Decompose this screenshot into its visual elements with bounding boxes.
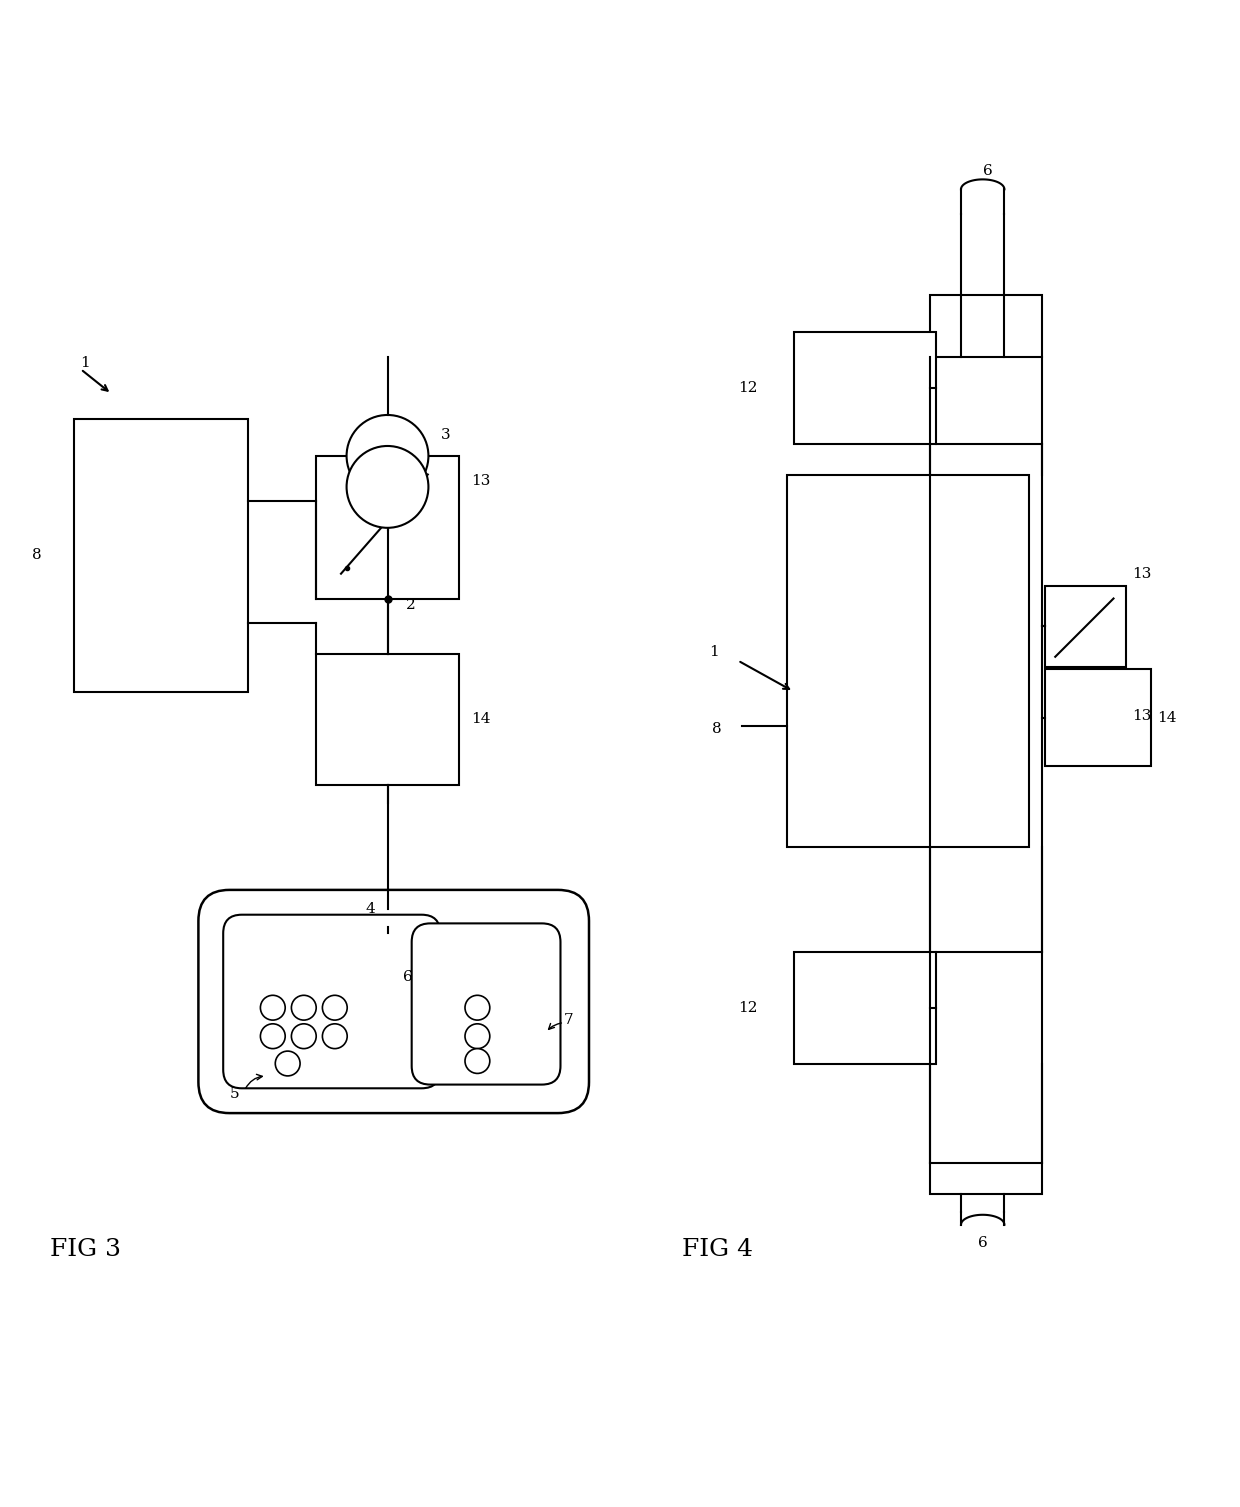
Circle shape bbox=[291, 1023, 316, 1049]
Text: 5: 5 bbox=[229, 1088, 239, 1102]
Circle shape bbox=[260, 1023, 285, 1049]
Text: 6: 6 bbox=[978, 1236, 988, 1251]
Text: 14: 14 bbox=[1157, 710, 1177, 725]
Text: 6: 6 bbox=[403, 969, 413, 984]
Text: 7: 7 bbox=[564, 1013, 574, 1028]
Text: 4: 4 bbox=[366, 901, 376, 915]
FancyBboxPatch shape bbox=[412, 924, 560, 1085]
Text: 1: 1 bbox=[81, 356, 91, 369]
Text: 8: 8 bbox=[32, 549, 42, 562]
Circle shape bbox=[260, 995, 285, 1020]
Text: 1: 1 bbox=[709, 645, 719, 659]
Circle shape bbox=[322, 995, 347, 1020]
Text: 13: 13 bbox=[471, 473, 491, 488]
Bar bbox=[794, 332, 936, 443]
Bar bbox=[316, 654, 459, 785]
Bar bbox=[794, 952, 936, 1064]
Circle shape bbox=[322, 1023, 347, 1049]
Bar bbox=[787, 475, 1029, 847]
Bar bbox=[930, 295, 1042, 357]
Text: 8: 8 bbox=[712, 722, 722, 735]
Bar bbox=[316, 457, 459, 598]
Text: 13: 13 bbox=[1132, 710, 1152, 723]
Circle shape bbox=[346, 414, 429, 497]
Text: FIG 3: FIG 3 bbox=[50, 1237, 120, 1261]
Text: 14: 14 bbox=[471, 713, 491, 726]
Text: 2: 2 bbox=[407, 598, 415, 612]
Circle shape bbox=[275, 1050, 300, 1076]
Text: 12: 12 bbox=[738, 381, 758, 395]
Circle shape bbox=[291, 995, 316, 1020]
Circle shape bbox=[465, 1049, 490, 1073]
Circle shape bbox=[465, 995, 490, 1020]
Bar bbox=[930, 1163, 1042, 1194]
Bar bbox=[74, 419, 248, 692]
Bar bbox=[1045, 586, 1126, 666]
Text: 12: 12 bbox=[738, 1001, 758, 1014]
Text: 6: 6 bbox=[983, 164, 993, 178]
Text: 3: 3 bbox=[441, 428, 450, 443]
Circle shape bbox=[346, 446, 429, 527]
Text: FIG 4: FIG 4 bbox=[682, 1237, 753, 1261]
Text: 13: 13 bbox=[1132, 567, 1152, 580]
Bar bbox=[1045, 669, 1151, 766]
Circle shape bbox=[465, 1023, 490, 1049]
FancyBboxPatch shape bbox=[223, 915, 440, 1088]
